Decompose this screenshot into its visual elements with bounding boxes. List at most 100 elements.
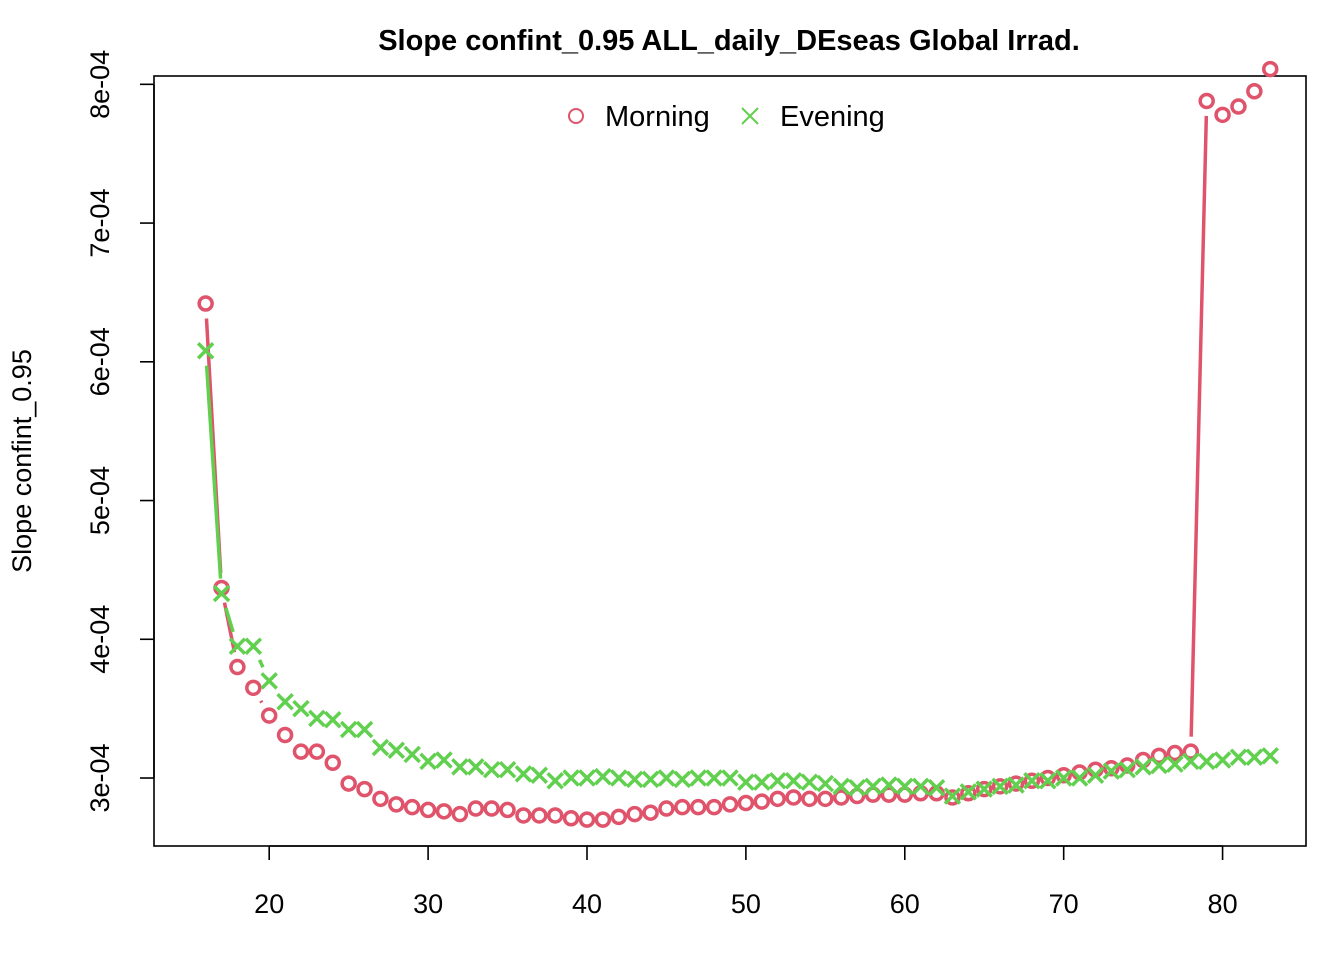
x-tick-label: 80 [1208,889,1238,919]
data-point [832,789,850,806]
legend: Morning Evening [568,101,885,133]
data-point [594,811,612,828]
data-point [1166,744,1184,762]
data-point [959,783,978,801]
data-point [260,707,278,724]
data-point [1086,766,1105,784]
data-point [1182,752,1200,771]
data-point [419,801,437,819]
data-point [482,760,501,779]
data-point [340,775,357,792]
data-point [515,807,532,824]
plot-frame [153,75,1307,847]
data-point [674,798,691,816]
data-point [1023,772,1041,790]
series-segment [259,699,264,704]
data-point [1246,83,1263,100]
data-point [880,786,898,803]
data-point [1166,755,1184,773]
data-point [816,774,835,793]
data-point [689,798,707,816]
series-segment [204,365,223,579]
data-point [1007,775,1025,792]
data-point [403,745,421,764]
data-point [657,769,676,787]
data-point [212,584,231,603]
data-point [911,777,930,796]
data-point [531,807,548,824]
data-point [737,794,755,812]
series-segment [1189,115,1209,737]
data-point [546,807,564,824]
data-point [1230,98,1247,115]
data-point [642,804,659,821]
data-point [530,766,549,784]
data-point [339,720,358,739]
series-segment [257,659,265,668]
data-point [578,811,596,828]
x-tick-label: 20 [254,889,284,919]
data-point [372,790,389,808]
data-point [768,772,787,790]
data-point [943,787,962,805]
data-point [1150,756,1168,775]
data-point [483,800,500,817]
data-point [896,777,914,796]
data-point [975,780,993,798]
series-morning [197,60,1279,828]
data-point [1054,769,1073,787]
y-tick-label: 6e-04 [85,327,115,396]
y-axis: 3e-04 4e-04 5e-04 6e-04 7e-04 8e-04 [85,50,155,813]
data-point [594,767,612,786]
data-point [403,798,421,816]
data-point [975,780,993,798]
y-tick-label: 7e-04 [85,189,115,258]
data-point [546,772,564,790]
data-point [498,760,517,779]
data-point [324,754,342,772]
data-point [705,769,723,787]
data-point [1023,772,1041,790]
data-point [817,790,834,808]
data-point [721,796,739,813]
data-point [1198,92,1215,110]
data-point [689,769,707,787]
data-point [435,751,453,769]
data-point [737,773,755,791]
data-point [356,780,373,798]
data-point [1039,769,1057,787]
x-tick-label: 30 [413,889,443,919]
data-point [1245,748,1264,766]
data-point [562,810,580,827]
data-point [245,679,262,697]
data-point [387,741,406,760]
data-point [276,726,294,744]
y-axis-label: Slope confint_0.95 [7,349,37,573]
data-point [1261,60,1279,78]
data-point [1070,769,1089,787]
data-point [562,769,580,787]
chart-title: Slope confint_0.95 ALL_daily_DEseas Glob… [378,25,1080,57]
data-point [1103,760,1120,777]
data-point [1182,743,1200,760]
data-point [927,778,946,797]
data-point [625,770,644,789]
y-tick-label: 3e-04 [85,743,115,812]
data-point [355,720,374,739]
data-point [1150,747,1168,765]
data-point [308,709,326,728]
y-tick-label: 4e-04 [85,605,115,674]
y-tick-label: 8e-04 [85,50,115,119]
data-point [626,805,643,823]
data-point [800,773,819,791]
data-point [1214,106,1231,124]
data-point [467,800,485,817]
legend-marker-morning [568,108,584,124]
data-point [753,793,771,810]
data-point [848,778,866,797]
data-point [292,699,310,718]
data-point [1197,752,1216,771]
data-point [801,790,818,808]
data-point [960,785,977,802]
legend-label-evening: Evening [780,101,885,133]
